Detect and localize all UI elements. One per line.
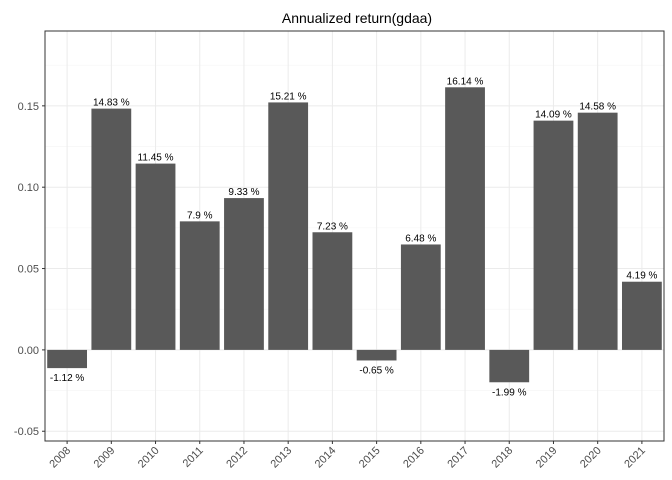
x-tick-label: 2018 (490, 445, 516, 471)
x-tick-label: 2013 (269, 445, 295, 471)
x-tick-label: 2016 (401, 445, 427, 471)
data-label: -1.99 % (492, 387, 527, 398)
data-label: 9.33 % (228, 187, 259, 198)
bar (268, 102, 309, 350)
y-axis: -0.05 0.00 0.05 0.10 0.15 (14, 101, 45, 438)
bar (135, 163, 176, 350)
x-tick-label: 2009 (92, 445, 118, 471)
x-tick-label: 2020 (578, 445, 604, 471)
bar (445, 87, 485, 350)
y-tick-label: 0.00 (18, 345, 39, 357)
x-axis: 2008 2009 2010 2011 2012 2013 2014 2015 2016 2017… (47, 441, 648, 470)
label-layer: -1.12 % 14.83 % 11.45 % 7.9 % 9.33 % 15.21 % 7… (50, 76, 658, 398)
bar (224, 198, 264, 350)
x-tick-label: 2021 (622, 445, 648, 471)
data-label: 14.09 % (535, 110, 572, 121)
bar (356, 349, 397, 361)
data-label: -1.12 % (50, 373, 85, 384)
x-tick-label: 2014 (313, 445, 339, 471)
y-tick-label: 0.05 (18, 264, 39, 276)
data-label: 15.21 % (270, 91, 307, 102)
bar (47, 349, 88, 369)
bar (621, 281, 662, 350)
data-label: 11.45 % (138, 153, 174, 164)
x-tick-label: 2015 (357, 445, 383, 471)
y-tick-label: 0.10 (18, 182, 39, 194)
data-label: 16.14 % (447, 76, 484, 87)
data-label: -0.65 % (359, 365, 394, 376)
bar (179, 221, 220, 350)
bar (91, 108, 132, 350)
bar (400, 244, 441, 350)
y-tick-label: 0.15 (18, 101, 39, 113)
x-tick-label: 2010 (136, 445, 162, 471)
data-label: 4.19 % (626, 271, 657, 282)
bar-layer (47, 87, 662, 383)
x-tick-label: 2008 (47, 445, 73, 471)
x-tick-label: 2011 (181, 445, 206, 470)
x-tick-label: 2017 (445, 445, 471, 471)
x-tick-label: 2019 (534, 445, 560, 471)
data-label: 14.58 % (579, 102, 616, 113)
bar (312, 232, 353, 350)
panel-border (44, 30, 665, 442)
x-tick-label: 2012 (224, 445, 250, 471)
chart-title: Annualized return(gdaa) (282, 10, 432, 26)
data-label: 7.9 % (187, 210, 213, 221)
bar (533, 120, 574, 350)
data-label: 7.23 % (317, 221, 348, 232)
bar (577, 112, 618, 350)
y-tick-label: -0.05 (14, 426, 39, 438)
bar (489, 349, 530, 383)
data-label: 14.83 % (93, 98, 130, 109)
data-label: 6.48 % (405, 233, 436, 244)
